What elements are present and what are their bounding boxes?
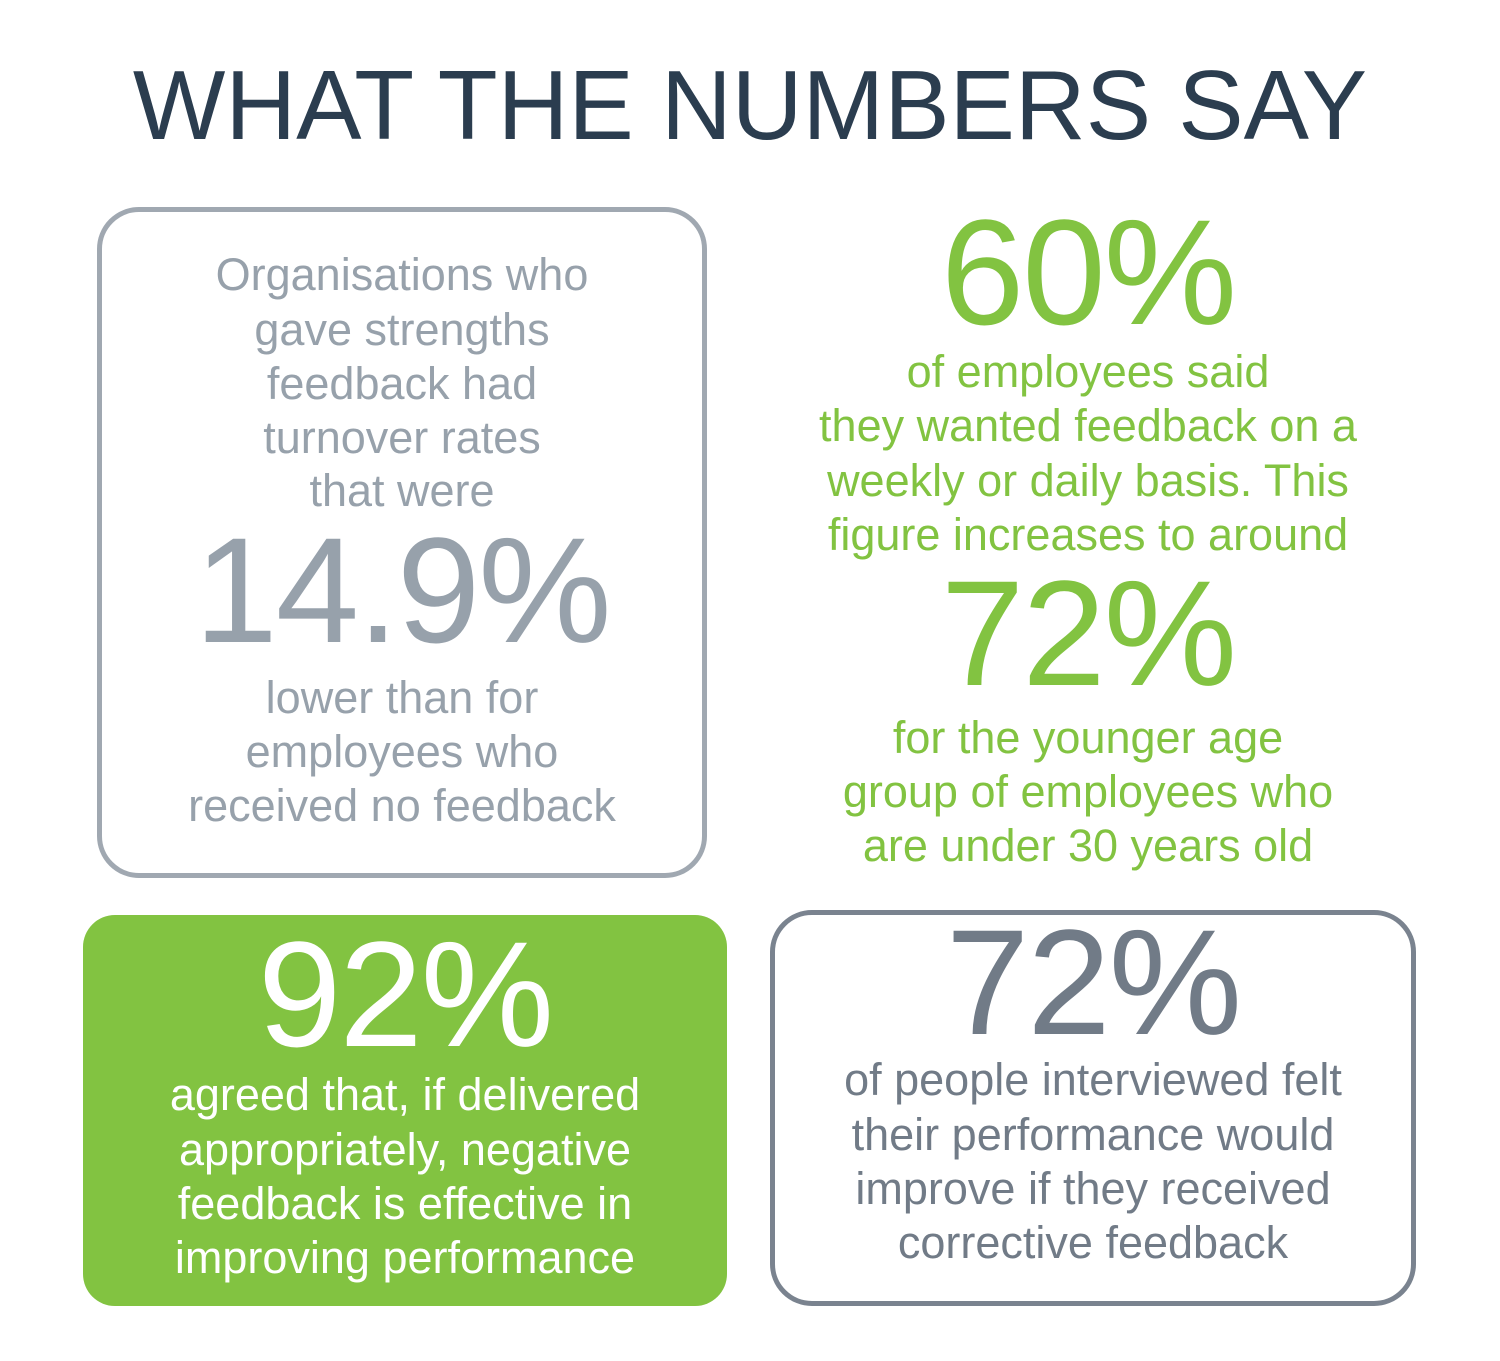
- text-line: for the younger age: [892, 712, 1284, 763]
- text-line: figure increases to around: [827, 509, 1349, 560]
- text-line: received no feedback: [188, 780, 616, 831]
- text-line: appropriately, negative: [179, 1124, 631, 1175]
- text-line: feedback is effective in: [177, 1178, 633, 1229]
- text-line: feedback had: [266, 358, 538, 409]
- text-line: that were: [309, 465, 495, 516]
- text-line: corrective feedback: [897, 1217, 1289, 1268]
- text-line: of employees said: [906, 346, 1270, 397]
- text-line: agreed that, if delivered: [169, 1069, 641, 1120]
- stat-figure: 72%: [940, 549, 1237, 717]
- text-line: gave strengths: [254, 304, 550, 355]
- panel-box: [97, 207, 707, 878]
- panel-box: [83, 915, 727, 1306]
- text-line: employees who: [245, 726, 559, 777]
- text-line: Organisations who: [215, 249, 589, 300]
- title: WHAT THE NUMBERS SAY: [132, 50, 1368, 160]
- text-line: improving performance: [174, 1232, 636, 1283]
- text-line: lower than for: [265, 672, 539, 723]
- text-line: are under 30 years old: [862, 820, 1314, 871]
- panel-box: [770, 910, 1416, 1306]
- text-line: improve if they received: [855, 1163, 1331, 1214]
- text-line: weekly or daily basis. This: [827, 455, 1349, 506]
- text-line: of people interviewed felt: [844, 1054, 1342, 1105]
- stat-figure: 72%: [945, 898, 1242, 1066]
- text-line: their performance would: [851, 1109, 1335, 1160]
- stat-figure: 92%: [257, 910, 554, 1078]
- stat-figure: 60%: [940, 188, 1237, 356]
- text-line: turnover rates: [263, 412, 541, 463]
- text-line: group of employees who: [842, 766, 1334, 817]
- text-line: they wanted feedback on a: [819, 400, 1357, 451]
- stat-figure: 14.9%: [194, 506, 611, 674]
